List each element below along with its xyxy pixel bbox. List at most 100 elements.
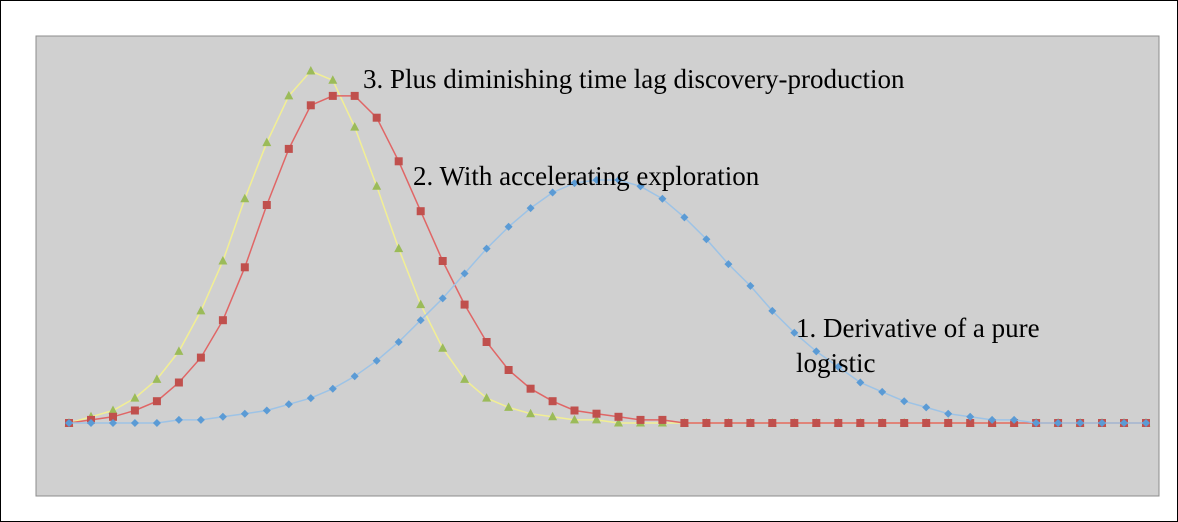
series-3-point-25 [592, 414, 601, 424]
annotation-series-1-line-2: logistic [796, 348, 876, 378]
series-3-point-13 [328, 75, 338, 84]
series-3-point-21 [504, 402, 514, 411]
series-2-point-32 [746, 419, 755, 427]
series-2-point-4 [130, 406, 139, 415]
series-1-point-48 [1098, 419, 1106, 427]
series-2-point-14 [350, 91, 359, 100]
series-1-point-43 [988, 415, 997, 424]
series-1-point-23 [548, 188, 557, 197]
series-1-point-14 [350, 372, 359, 381]
series-1-point-18 [438, 294, 447, 303]
series-1-point-5 [152, 419, 161, 427]
series-2-point-33 [768, 419, 777, 427]
series-1-point-32 [746, 281, 755, 290]
series-1-point-27 [636, 182, 645, 191]
series-1-point-28 [658, 194, 667, 203]
series-2-point-31 [724, 419, 733, 427]
series-1-line [69, 179, 1146, 424]
series-2-point-37 [856, 419, 865, 427]
series-3-point-6 [174, 346, 184, 355]
series-1-point-37 [856, 378, 865, 387]
series-2-point-20 [482, 338, 491, 346]
series-1-point-24 [570, 179, 579, 188]
series-3-point-12 [306, 66, 316, 75]
series-2-point-17 [416, 207, 425, 216]
series-1-point-47 [1076, 419, 1085, 427]
series-2-point-8 [218, 316, 227, 325]
series-2-point-22 [526, 384, 535, 393]
series-1-point-2 [87, 419, 95, 427]
series-1-point-41 [944, 409, 953, 418]
series-1-point-7 [196, 415, 205, 424]
series-1-point-46 [1054, 419, 1063, 427]
series-2-point-24 [570, 406, 579, 415]
series-1-point-21 [504, 222, 513, 231]
series-2-point-36 [834, 419, 843, 427]
series-2-point-13 [328, 91, 337, 100]
series-2-point-35 [812, 419, 821, 427]
series-1-point-31 [724, 260, 733, 269]
series-3-point-17 [416, 299, 426, 309]
series-1-point-15 [372, 356, 381, 365]
series-2-point-12 [306, 101, 315, 110]
series-1-point-45 [1032, 419, 1041, 427]
series-1-point-20 [482, 244, 491, 253]
series-1-point-9 [240, 409, 249, 418]
series-1-point-13 [328, 384, 337, 393]
series-1-point-12 [306, 394, 315, 403]
series-2-point-6 [174, 378, 183, 387]
series-1-point-11 [284, 400, 293, 409]
series-3-point-7 [196, 305, 206, 315]
annotation-series-2: 2. With accelerating exploration [413, 161, 760, 191]
series-2-point-7 [196, 353, 205, 362]
series-2-point-19 [460, 300, 469, 309]
series-1-point-42 [966, 412, 975, 421]
series-2-point-34 [790, 419, 799, 427]
series-1-point-50 [1142, 419, 1150, 427]
series-layer [64, 66, 1151, 427]
series-1-point-17 [416, 316, 425, 325]
series-1-point-25 [592, 176, 601, 184]
series-1-point-30 [702, 235, 711, 244]
series-3-point-9 [240, 193, 250, 203]
series-3-point-23 [548, 411, 558, 421]
series-1-point-22 [526, 204, 535, 213]
series-3-point-19 [460, 374, 470, 383]
series-1-point-4 [130, 419, 139, 427]
series-3-point-18 [438, 343, 448, 352]
series-2-point-30 [702, 419, 711, 427]
series-1-point-1 [65, 419, 73, 427]
series-1-point-38 [878, 387, 887, 396]
series-1-point-19 [460, 269, 469, 278]
series-3-point-24 [570, 414, 579, 424]
series-1-point-8 [218, 412, 227, 421]
series-1-point-40 [922, 403, 931, 412]
series-1-point-6 [174, 415, 183, 424]
series-2-point-11 [284, 144, 293, 153]
series-1-point-33 [768, 306, 777, 315]
series-1-point-34 [790, 328, 799, 337]
series-2-point-5 [152, 397, 161, 406]
series-2-point-26 [614, 412, 623, 421]
series-3-point-20 [482, 393, 492, 402]
series-3-point-15 [372, 181, 382, 190]
series-2-point-21 [504, 366, 513, 374]
series-2-point-3 [109, 412, 117, 421]
series-2-point-38 [878, 419, 887, 427]
series-3-point-8 [218, 256, 228, 265]
series-2-point-39 [900, 419, 909, 427]
series-3-point-22 [526, 408, 536, 418]
series-2-point-25 [592, 409, 601, 418]
series-2-point-29 [680, 419, 689, 427]
series-3-point-10 [262, 137, 272, 147]
series-3-point-11 [284, 90, 294, 100]
series-1-point-26 [614, 176, 623, 184]
series-3-point-16 [394, 243, 404, 253]
series-2-point-28 [658, 415, 667, 424]
series-2-point-15 [372, 113, 381, 122]
series-2-point-41 [944, 419, 953, 427]
series-1-point-35 [812, 347, 821, 356]
annotation-series-3: 3. Plus diminishing time lag discovery-p… [363, 64, 905, 94]
series-2-point-16 [394, 157, 403, 166]
